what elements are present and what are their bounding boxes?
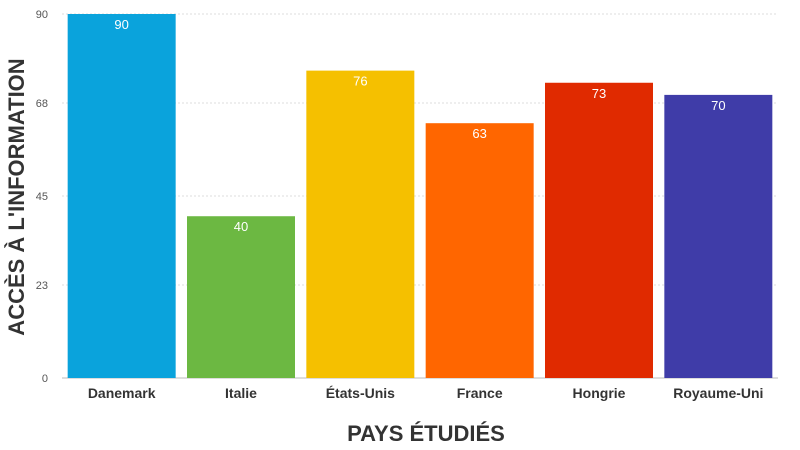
labels-layer: 90 Danemark 40 Italie 76 États-Unis 63 France 73…: [88, 17, 764, 401]
bar-hongrie: [545, 82, 653, 378]
x-tick-label: Danemark: [88, 385, 156, 401]
bar-royaume-uni: [664, 94, 773, 378]
y-tick-label: 23: [36, 280, 48, 292]
bar-france: [425, 123, 534, 378]
x-tick-label: Italie: [225, 385, 257, 401]
y-tick-label: 0: [42, 373, 48, 385]
y-axis-title: ACCÈS À L'INFORMATION: [4, 58, 29, 335]
grid-layer: 0 23 45 68 90: [36, 9, 778, 385]
bar-value-label: 90: [114, 17, 128, 32]
y-tick-label: 45: [36, 191, 48, 203]
bar-value-label: 70: [711, 98, 725, 113]
bar-italie: [187, 216, 295, 378]
y-tick-label: 68: [36, 98, 48, 110]
x-axis-title: PAYS ÉTUDIÉS: [347, 421, 505, 446]
x-tick-label: Royaume-Uni: [673, 385, 763, 401]
bars-layer: [67, 14, 773, 378]
bar-value-label: 76: [353, 74, 367, 89]
bar--tats-unis: [306, 70, 415, 378]
bar-danemark: [67, 14, 176, 378]
bar-value-label: 63: [472, 126, 486, 141]
bar-value-label: 73: [592, 86, 606, 101]
x-tick-label: France: [457, 385, 503, 401]
x-tick-label: États-Unis: [326, 385, 395, 401]
bar-value-label: 40: [234, 219, 248, 234]
x-tick-label: Hongrie: [573, 385, 626, 401]
y-tick-label: 90: [36, 9, 48, 21]
